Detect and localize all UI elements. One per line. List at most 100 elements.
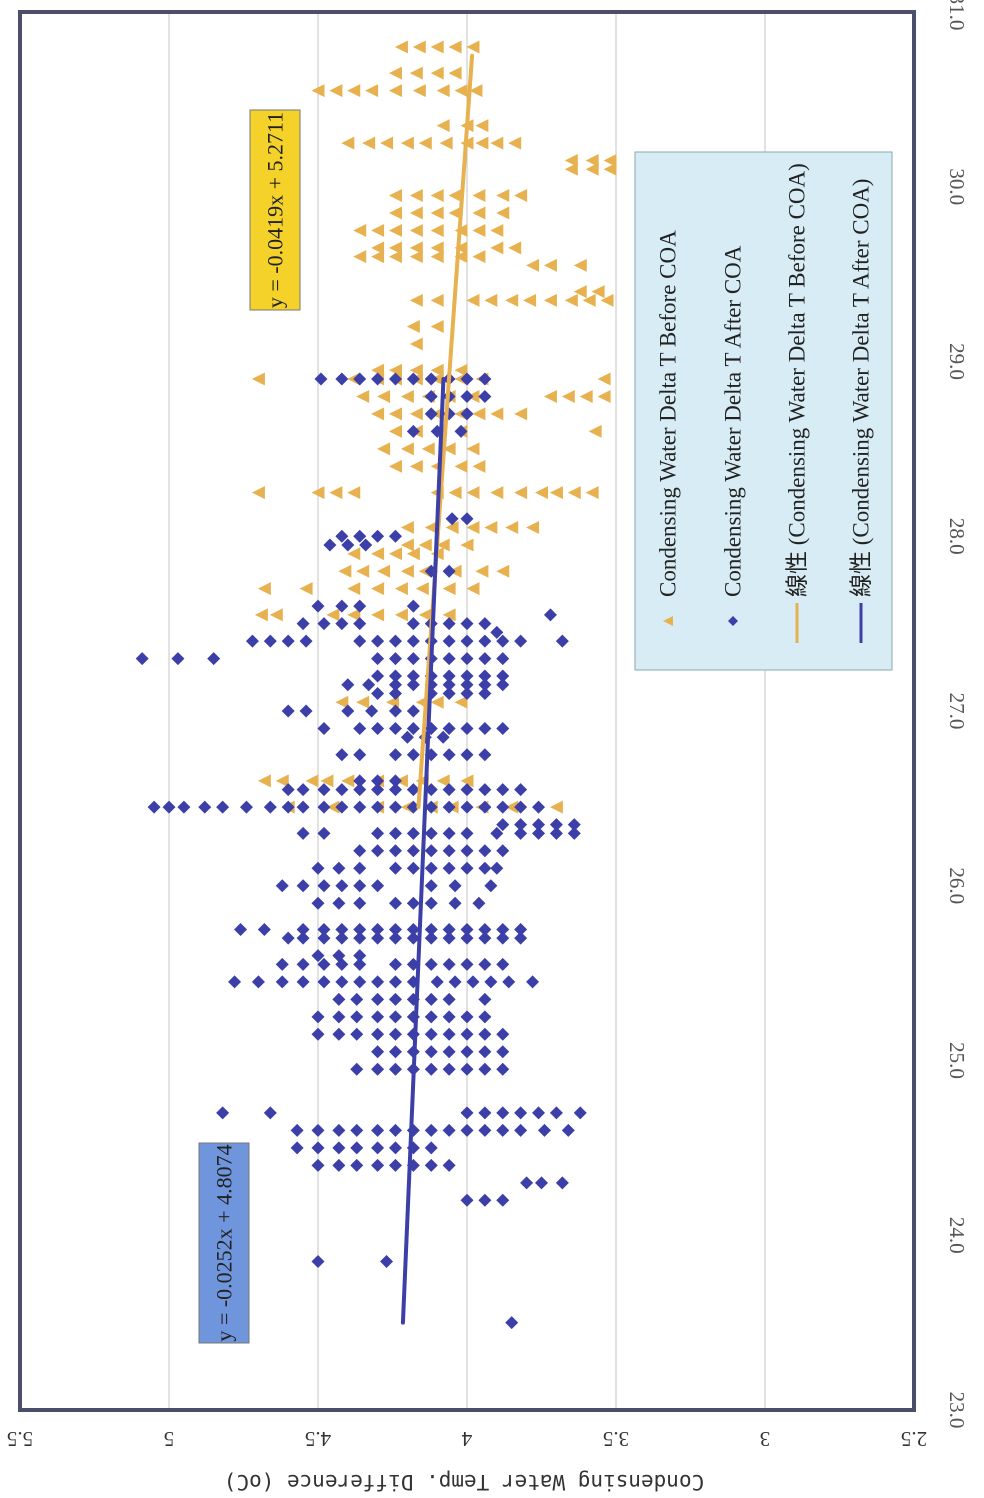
after-coa-point-223 xyxy=(406,800,420,814)
after-coa-point-137 xyxy=(478,931,492,945)
after-coa-point-5 xyxy=(496,1193,510,1207)
after-coa-point-0 xyxy=(505,1316,519,1330)
before-coa-point-102 xyxy=(377,389,391,403)
before-coa-point-29 xyxy=(371,608,385,622)
before-coa-point-86 xyxy=(442,442,456,456)
before-coa-point-185 xyxy=(362,136,376,150)
x-tick-label-4: 27.0 xyxy=(945,693,969,730)
after-coa-point-298 xyxy=(135,652,149,666)
before-coa-point-180 xyxy=(564,162,578,176)
after-coa-point-343 xyxy=(359,538,373,552)
before-coa-point-146 xyxy=(409,250,423,264)
before-coa-point-203 xyxy=(436,84,450,98)
before-coa-point-49 xyxy=(347,547,361,561)
after-coa-point-76 xyxy=(496,1027,510,1041)
after-coa-point-110 xyxy=(526,975,540,989)
before-coa-point-73 xyxy=(514,486,528,500)
after-coa-point-345 xyxy=(353,529,367,543)
after-coa-point-358 xyxy=(460,389,474,403)
after-coa-point-171 xyxy=(484,879,498,893)
before-coa-point-169 xyxy=(472,206,486,220)
after-coa-point-215 xyxy=(263,800,277,814)
after-coa-point-260 xyxy=(353,721,367,735)
after-coa-point-75 xyxy=(478,1027,492,1041)
after-coa-point-280 xyxy=(478,687,492,701)
before-coa-point-119 xyxy=(597,372,611,386)
after-coa-point-146 xyxy=(371,922,385,936)
before-coa-point-34 xyxy=(299,582,313,596)
after-coa-point-216 xyxy=(281,800,295,814)
after-coa-point-229 xyxy=(514,800,528,814)
after-coa-point-35 xyxy=(478,1123,492,1137)
after-coa-point-350 xyxy=(454,424,468,438)
after-coa-point-360 xyxy=(314,372,328,386)
after-coa-point-20 xyxy=(350,1141,364,1155)
before-coa-point-142 xyxy=(573,258,587,272)
before-coa-point-158 xyxy=(371,223,385,237)
before-coa-point-65 xyxy=(251,486,265,500)
x-tick-label-5: 28.0 xyxy=(945,518,969,555)
after-coa-point-149 xyxy=(424,922,438,936)
after-coa-point-294 xyxy=(442,669,456,683)
trendline-before-coa xyxy=(416,53,475,810)
before-coa-point-60 xyxy=(445,521,459,535)
after-coa-point-119 xyxy=(442,957,456,971)
after-coa-point-308 xyxy=(496,652,510,666)
before-coa-point-139 xyxy=(591,285,605,299)
after-coa-point-36 xyxy=(496,1123,510,1137)
after-coa-point-182 xyxy=(353,844,367,858)
after-coa-point-53 xyxy=(424,1062,438,1076)
after-coa-point-140 xyxy=(234,922,248,936)
before-coa-point-207 xyxy=(409,66,423,80)
after-coa-point-342 xyxy=(341,538,355,552)
after-coa-point-320 xyxy=(478,634,492,648)
after-coa-point-300 xyxy=(207,652,221,666)
after-coa-point-1 xyxy=(311,1254,325,1268)
after-coa-point-266 xyxy=(460,721,474,735)
after-coa-point-49 xyxy=(350,1062,364,1076)
x-tick-label-0: 23.0 xyxy=(945,1392,969,1429)
before-coa-point-33 xyxy=(257,582,271,596)
after-coa-point-115 xyxy=(353,957,367,971)
after-coa-point-89 xyxy=(371,992,385,1006)
after-coa-point-180 xyxy=(478,861,492,875)
after-coa-point-100 xyxy=(335,975,349,989)
after-coa-point-183 xyxy=(371,844,385,858)
after-coa-point-313 xyxy=(353,634,367,648)
before-coa-point-98 xyxy=(472,407,486,421)
legend-box xyxy=(634,151,893,671)
after-coa-point-366 xyxy=(424,372,438,386)
after-coa-point-344 xyxy=(335,529,349,543)
after-coa-point-159 xyxy=(406,896,420,910)
after-coa-point-250 xyxy=(388,748,402,762)
after-coa-point-311 xyxy=(281,634,295,648)
after-coa-point-202 xyxy=(549,826,563,840)
after-coa-point-333 xyxy=(478,617,492,631)
before-coa-point-26 xyxy=(269,608,283,622)
before-coa-point-78 xyxy=(388,459,402,473)
after-coa-point-116 xyxy=(388,957,402,971)
after-coa-point-172 xyxy=(311,861,325,875)
after-coa-point-48 xyxy=(573,1106,587,1120)
before-coa-point-141 xyxy=(543,258,557,272)
after-coa-point-105 xyxy=(430,975,444,989)
after-coa-point-145 xyxy=(353,922,367,936)
before-coa-point-9 xyxy=(257,774,271,788)
after-coa-point-169 xyxy=(424,879,438,893)
after-coa-point-58 xyxy=(371,1045,385,1059)
before-coa-point-143 xyxy=(353,250,367,264)
before-coa-point-210 xyxy=(394,40,408,54)
after-coa-point-165 xyxy=(317,879,331,893)
after-coa-point-129 xyxy=(335,931,349,945)
before-coa-point-88 xyxy=(388,424,402,438)
after-coa-point-217 xyxy=(296,800,310,814)
after-coa-point-254 xyxy=(460,748,474,762)
x-tick-label-6: 29.0 xyxy=(945,343,969,380)
before-coa-point-168 xyxy=(448,206,462,220)
before-coa-point-54 xyxy=(400,538,414,552)
after-coa-point-346 xyxy=(371,529,385,543)
after-coa-point-246 xyxy=(371,774,385,788)
before-coa-point-132 xyxy=(505,293,519,307)
after-coa-point-151 xyxy=(460,922,474,936)
after-coa-point-309 xyxy=(245,634,259,648)
